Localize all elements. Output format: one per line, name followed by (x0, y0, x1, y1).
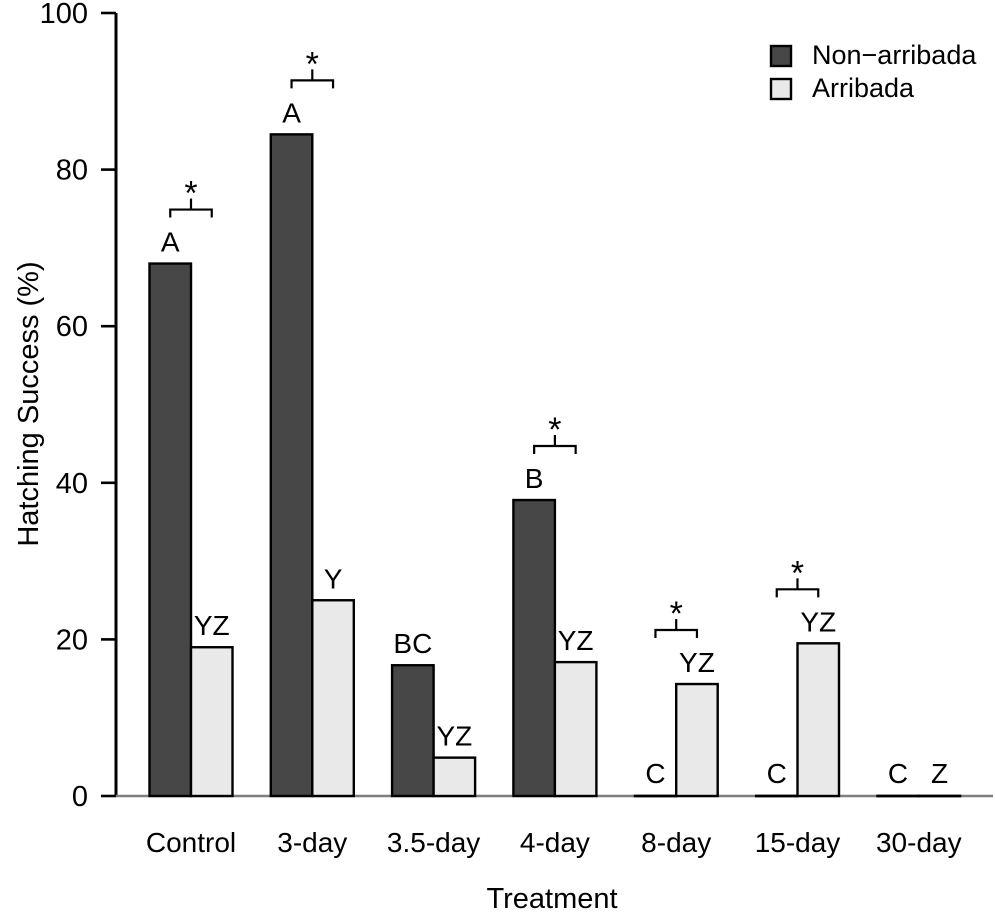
letter-label: YZ (194, 610, 230, 641)
letter-label: C (645, 758, 665, 789)
letter-label: YZ (800, 606, 836, 637)
letter-label: A (161, 227, 180, 258)
x-category-label: 3-day (277, 827, 347, 858)
significance-asterisk: * (548, 411, 561, 449)
letter-label: Y (324, 563, 343, 594)
bar-arribada-4-day (553, 660, 598, 798)
legend-swatch-non-arribada (769, 44, 793, 68)
bar-arribada-control (189, 646, 234, 798)
x-axis-title: Treatment (486, 883, 617, 915)
y-tick-label: 60 (56, 311, 88, 343)
x-category-label: 15-day (755, 827, 841, 858)
letter-label: Z (931, 758, 948, 789)
y-tick-label: 20 (56, 624, 88, 656)
significance-asterisk: * (791, 554, 804, 592)
x-category-label: 3.5-day (387, 827, 480, 858)
bar-arribada-8-day (675, 682, 719, 798)
y-tick-label: 80 (56, 155, 88, 187)
bar-arribada-3.5-day (432, 756, 477, 798)
legend: Non−arribada Arribada (769, 40, 977, 103)
letter-label: YZ (436, 721, 472, 752)
y-tick-label: 100 (40, 0, 88, 30)
chart-generated: 020406080100AYZ*ControlAY*3-dayBCYZ3.5-d… (40, 0, 993, 858)
letter-label: C (888, 758, 908, 789)
x-category-label: Control (146, 827, 236, 858)
y-tick-label: 40 (56, 468, 88, 500)
bar-non-arribada-3.5-day (390, 664, 435, 798)
letter-label: BC (393, 628, 432, 659)
x-category-label: 30-day (876, 827, 962, 858)
bar-non-arribada-control (148, 262, 193, 798)
significance-asterisk: * (306, 45, 319, 83)
x-category-label: 8-day (641, 827, 711, 858)
letter-label: A (282, 97, 301, 128)
letter-label: C (767, 758, 787, 789)
bar-non-arribada-3-day (269, 133, 314, 798)
legend-label-arribada: Arribada (812, 73, 915, 103)
letter-label: YZ (679, 647, 715, 678)
legend-swatch-arribada (769, 77, 793, 101)
bar-arribada-15-day (796, 642, 841, 798)
y-tick-label: 0 (72, 781, 88, 813)
significance-asterisk: * (184, 175, 197, 213)
significance-asterisk: * (670, 595, 683, 633)
bar-arribada-3-day (311, 599, 355, 798)
letter-label: B (525, 463, 544, 494)
letter-label: YZ (558, 625, 594, 656)
legend-label-non-arribada: Non−arribada (812, 40, 977, 70)
x-category-label: 4-day (520, 827, 590, 858)
bar-non-arribada-4-day (512, 498, 557, 798)
y-axis-title: Hatching Success (%) (13, 261, 45, 546)
